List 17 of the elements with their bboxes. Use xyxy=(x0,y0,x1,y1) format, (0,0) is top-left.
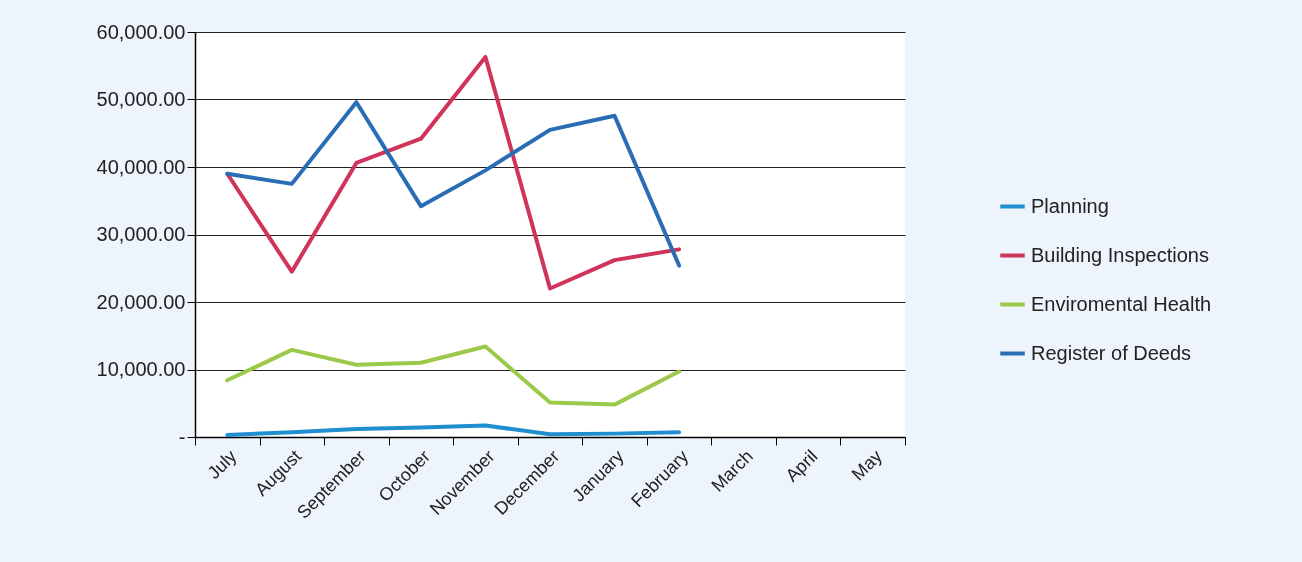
x-tick-label: May xyxy=(847,446,886,485)
y-tick-label: 30,000.00 xyxy=(96,223,186,245)
y-tick-label: 60,000.00 xyxy=(96,20,186,43)
legend-label: Enviromental Health xyxy=(1031,292,1212,315)
legend-label: Planning xyxy=(1031,194,1109,217)
y-tick-label: 50,000.00 xyxy=(96,88,186,110)
x-tick-label: July xyxy=(203,446,241,483)
line-series xyxy=(225,100,682,268)
y-tick-label: 10,000.00 xyxy=(96,358,186,380)
legend-label: Building Inspections xyxy=(1031,243,1209,266)
line-series xyxy=(225,423,682,437)
y-tick-label: - xyxy=(178,425,186,448)
line-series xyxy=(225,54,682,291)
y-tick-label: 20,000.00 xyxy=(96,290,186,313)
line-series xyxy=(225,344,682,407)
legend-label: Register of Deeds xyxy=(1031,341,1192,364)
y-tick-label: 40,000.00 xyxy=(96,155,186,178)
